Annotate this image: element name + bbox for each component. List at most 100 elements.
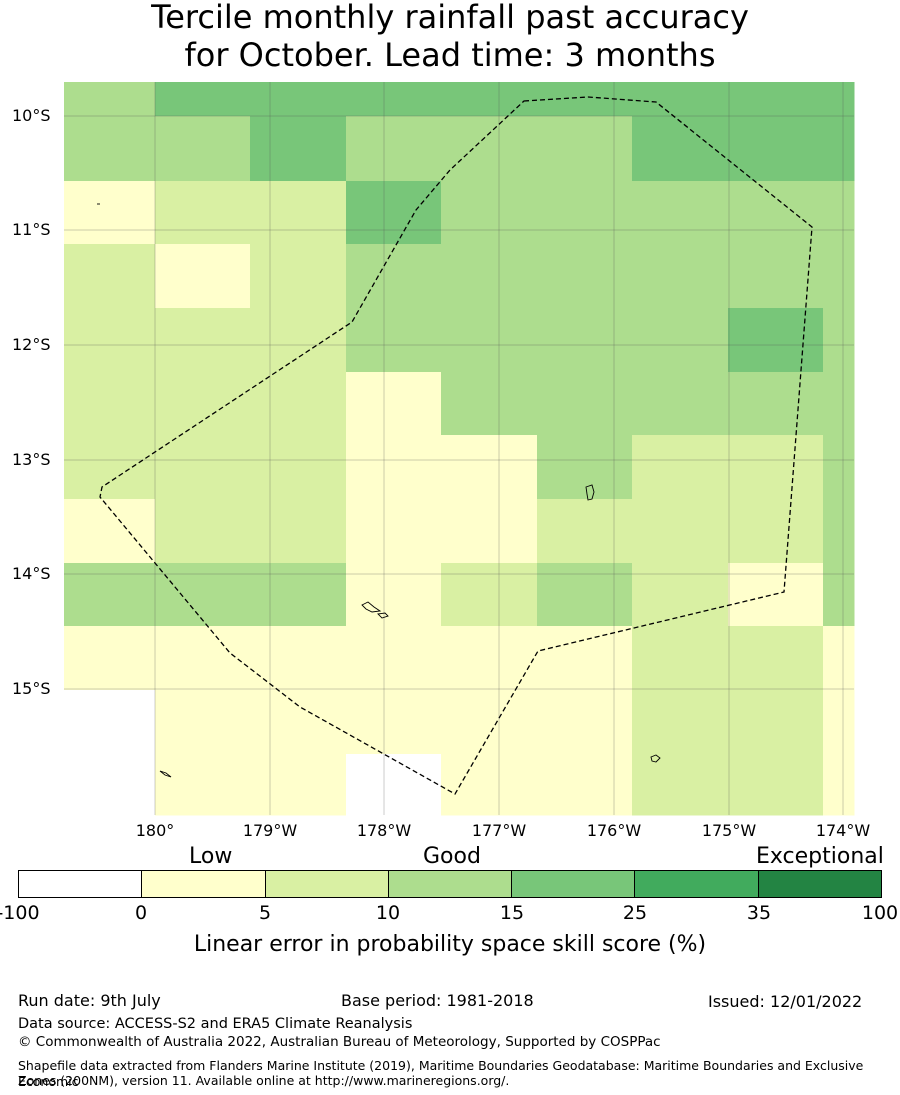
skill-cell bbox=[537, 563, 633, 627]
skill-cell bbox=[537, 690, 633, 755]
colorbar-segment bbox=[19, 871, 143, 897]
skill-cell bbox=[728, 626, 824, 691]
skill-cell bbox=[346, 563, 442, 627]
skill-cell bbox=[823, 116, 855, 182]
skill-cell bbox=[155, 82, 251, 117]
skill-cell bbox=[346, 435, 442, 500]
colorbar-segment bbox=[758, 871, 881, 897]
skill-cell bbox=[346, 499, 442, 564]
lat-label: 15°S bbox=[12, 679, 51, 698]
skill-cell bbox=[728, 244, 824, 309]
lat-label: 14°S bbox=[12, 564, 51, 583]
colorbar-segment bbox=[265, 871, 389, 897]
colorbar-tick: 0 bbox=[134, 902, 148, 924]
skill-cell bbox=[155, 244, 251, 309]
skill-cell bbox=[64, 435, 156, 500]
lon-label: 176°W bbox=[586, 821, 642, 840]
skill-cell bbox=[632, 754, 729, 816]
skill-cell bbox=[250, 82, 347, 117]
lat-label: 13°S bbox=[12, 450, 51, 469]
skill-cell bbox=[728, 116, 824, 182]
skill-cell bbox=[441, 690, 538, 755]
skill-cell bbox=[823, 435, 855, 500]
skill-cell bbox=[64, 308, 156, 373]
skill-cell bbox=[155, 690, 251, 755]
skill-cell bbox=[632, 181, 729, 245]
skill-cell bbox=[728, 690, 824, 755]
skill-cell bbox=[632, 626, 729, 691]
colorbar-tick: 10 bbox=[375, 902, 401, 924]
skill-cell bbox=[537, 626, 633, 691]
skill-cell bbox=[441, 435, 538, 500]
colorbar-segment bbox=[142, 871, 266, 897]
skill-cell bbox=[346, 82, 442, 117]
skill-cell bbox=[250, 181, 347, 245]
skill-cell bbox=[441, 626, 538, 691]
skill-cell bbox=[64, 181, 156, 245]
skill-cell bbox=[728, 563, 824, 627]
skill-cell bbox=[728, 308, 824, 373]
island bbox=[159, 770, 172, 778]
skill-cell bbox=[823, 82, 855, 117]
skill-cell bbox=[537, 116, 633, 182]
skill-cell bbox=[346, 690, 442, 755]
islands bbox=[97, 203, 661, 778]
skill-cell bbox=[823, 499, 855, 564]
skill-cell bbox=[346, 181, 442, 245]
skill-cell bbox=[346, 372, 442, 436]
skill-cell bbox=[64, 690, 156, 755]
skill-cell bbox=[64, 82, 156, 117]
skill-cell bbox=[250, 754, 347, 816]
skill-cell bbox=[155, 435, 251, 500]
skill-cell bbox=[155, 499, 251, 564]
skill-cell bbox=[250, 372, 347, 436]
issued-date: Issued: 12/01/2022 bbox=[708, 992, 863, 1011]
graticule bbox=[64, 82, 854, 815]
skill-cell bbox=[155, 563, 251, 627]
skill-cell bbox=[632, 563, 729, 627]
skill-cell bbox=[728, 435, 824, 500]
island bbox=[377, 612, 389, 619]
skill-cell bbox=[155, 116, 251, 182]
skill-cell bbox=[64, 499, 156, 564]
colorbar-tick: 15 bbox=[499, 902, 525, 924]
skill-cell bbox=[64, 563, 156, 627]
skill-grid bbox=[64, 82, 855, 816]
skill-cell bbox=[823, 754, 855, 816]
lat-label: 11°S bbox=[12, 220, 51, 239]
skill-cell bbox=[537, 499, 633, 564]
skill-cell bbox=[346, 308, 442, 373]
colorbar-segment bbox=[512, 871, 636, 897]
category-exceptional: Exceptional bbox=[756, 844, 884, 869]
skill-cell bbox=[250, 499, 347, 564]
colorbar-tick: -100 bbox=[0, 902, 40, 924]
colorbar bbox=[18, 870, 882, 898]
colorbar-tick: 35 bbox=[746, 902, 772, 924]
skill-cell bbox=[441, 563, 538, 627]
lon-label: 179°W bbox=[242, 821, 298, 840]
skill-cell bbox=[728, 181, 824, 245]
lon-label: 178°W bbox=[356, 821, 412, 840]
skill-cell bbox=[537, 435, 633, 500]
skill-cell bbox=[632, 82, 729, 117]
skill-cell bbox=[728, 499, 824, 564]
skill-cell bbox=[823, 181, 855, 245]
colorbar-tick: 5 bbox=[258, 902, 272, 924]
run-date: Run date: 9th July bbox=[18, 991, 161, 1010]
skill-cell bbox=[346, 626, 442, 691]
colorbar-tick: 100 bbox=[861, 902, 899, 924]
chart-title-line-1: Tercile monthly rainfall past accuracy bbox=[151, 0, 749, 36]
skill-cell bbox=[346, 754, 442, 816]
skill-cell bbox=[64, 372, 156, 436]
skill-cell bbox=[441, 754, 538, 816]
skill-cell bbox=[441, 308, 538, 373]
category-good: Good bbox=[423, 844, 481, 869]
skill-cell bbox=[537, 244, 633, 309]
skill-cell bbox=[250, 435, 347, 500]
skill-cell bbox=[64, 244, 156, 309]
skill-cell bbox=[632, 435, 729, 500]
skill-cell bbox=[537, 372, 633, 436]
skill-cell bbox=[823, 690, 855, 755]
skill-cell bbox=[823, 308, 855, 373]
skill-cell bbox=[441, 372, 538, 436]
